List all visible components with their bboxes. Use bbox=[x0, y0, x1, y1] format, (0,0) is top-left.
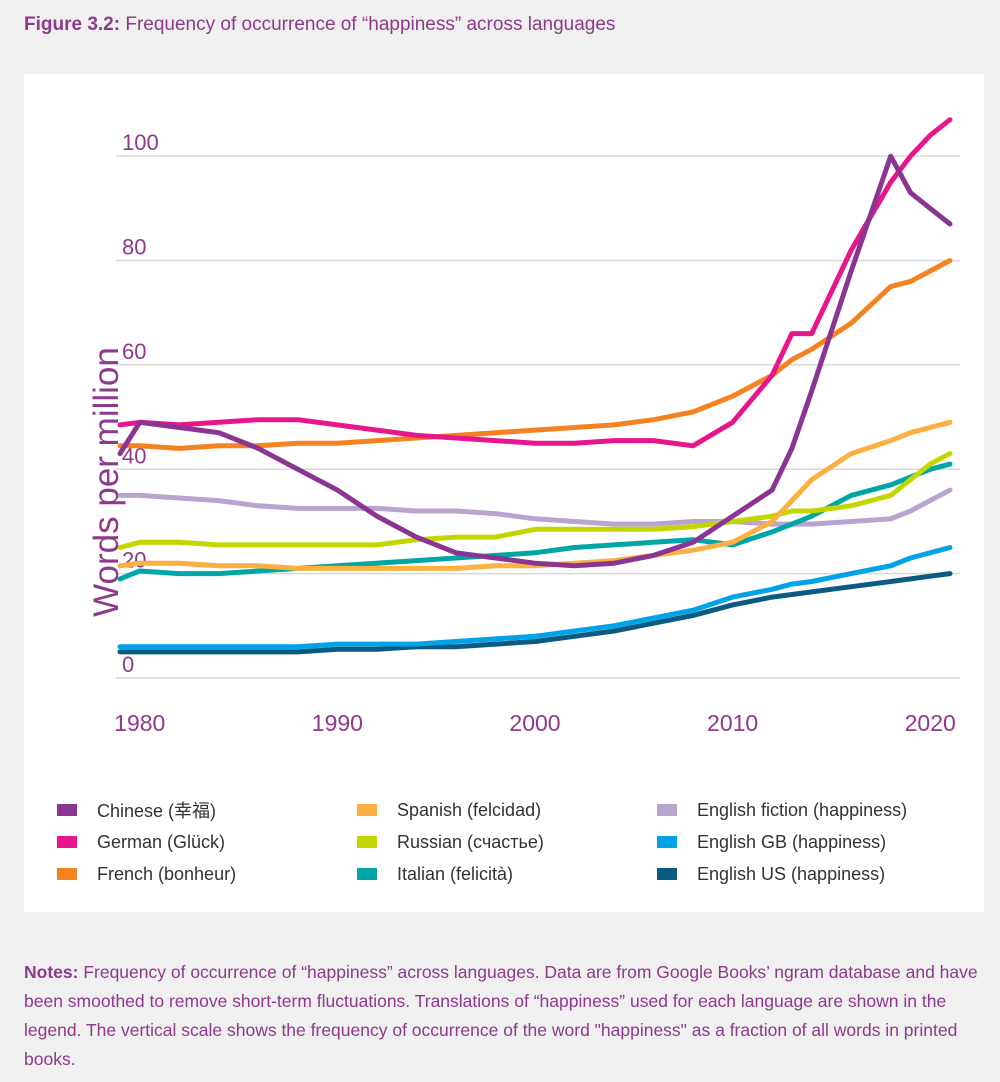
legend-label: Russian (счастье) bbox=[397, 831, 544, 852]
legend-label: English GB (happiness) bbox=[697, 831, 887, 852]
figure-label: Figure 3.2: bbox=[24, 14, 121, 35]
x-tick-label-2000: 2000 bbox=[509, 710, 560, 736]
x-tick-label-2010: 2010 bbox=[707, 710, 758, 736]
legend-swatch bbox=[357, 836, 377, 848]
series-line-german bbox=[117, 117, 953, 449]
legend-label: Chinese (幸福) bbox=[97, 801, 217, 821]
y-tick-label-20: 20 bbox=[122, 548, 146, 573]
y-tick-label-80: 80 bbox=[122, 235, 146, 260]
legend-label: French (bonheur) bbox=[97, 863, 237, 884]
legend-item: French (bonheur) bbox=[57, 860, 236, 888]
legend-swatch bbox=[657, 836, 677, 848]
legend-item: Spanish (felcidad) bbox=[357, 796, 541, 824]
x-tick-label-1980: 1980 bbox=[114, 710, 165, 736]
y-tick-label-60: 60 bbox=[122, 339, 146, 364]
series-line-english-us bbox=[117, 571, 953, 655]
series-line-spanish bbox=[117, 419, 953, 571]
figure-title: Figure 3.2: Frequency of occurrence of “… bbox=[24, 14, 615, 36]
y-axis-label: Words per million bbox=[87, 347, 126, 617]
legend-label: English US (happiness) bbox=[697, 863, 886, 884]
legend-label: English fiction (happiness) bbox=[697, 799, 908, 820]
legend-swatch bbox=[657, 868, 677, 880]
legend-item: Russian (счастье) bbox=[357, 828, 544, 856]
legend-item: German (Glück) bbox=[57, 828, 225, 856]
notes-paragraph: Notes: Frequency of occurrence of “happi… bbox=[24, 958, 979, 1074]
series-line-chinese bbox=[117, 153, 953, 569]
figure-title-text: Frequency of occurrence of “happiness” a… bbox=[125, 14, 616, 35]
series-line-italian bbox=[117, 461, 953, 582]
legend-item: English US (happiness) bbox=[657, 860, 885, 888]
legend-item: English GB (happiness) bbox=[657, 828, 886, 856]
chart-panel: 0 20 40 60 80 100 1980 1990 2000 2010 2020 Words p… bbox=[24, 74, 984, 912]
legend-item: English fiction (happiness) bbox=[657, 796, 907, 824]
x-tick-label-2020: 2020 bbox=[905, 710, 956, 736]
y-tick-label-100: 100 bbox=[122, 130, 159, 155]
legend-swatch bbox=[657, 804, 677, 816]
series-line-english-gb bbox=[117, 545, 953, 650]
legend-swatch bbox=[57, 868, 77, 880]
legend-swatch bbox=[57, 804, 77, 816]
legend-item: Chinese (幸福) bbox=[57, 796, 216, 824]
legend-label: Italian (felicità) bbox=[397, 863, 514, 884]
legend-item: Italian (felicità) bbox=[357, 860, 513, 888]
legend-swatch bbox=[357, 868, 377, 880]
notes-label: Notes: bbox=[24, 962, 79, 982]
legend-swatch bbox=[357, 804, 377, 816]
series-line-english-fiction bbox=[117, 487, 953, 527]
notes-text: Frequency of occurrence of “happiness” a… bbox=[24, 962, 978, 1069]
legend-swatch bbox=[57, 836, 77, 848]
legend-label: German (Glück) bbox=[97, 831, 226, 852]
chart-legend: Chinese (幸福) German (Glück) French (bonheu… bbox=[57, 796, 957, 896]
series-line-russian bbox=[117, 451, 953, 550]
x-tick-label-1990: 1990 bbox=[312, 710, 363, 736]
legend-label: Spanish (felcidad) bbox=[397, 799, 542, 820]
y-tick-label-0: 0 bbox=[122, 652, 134, 677]
